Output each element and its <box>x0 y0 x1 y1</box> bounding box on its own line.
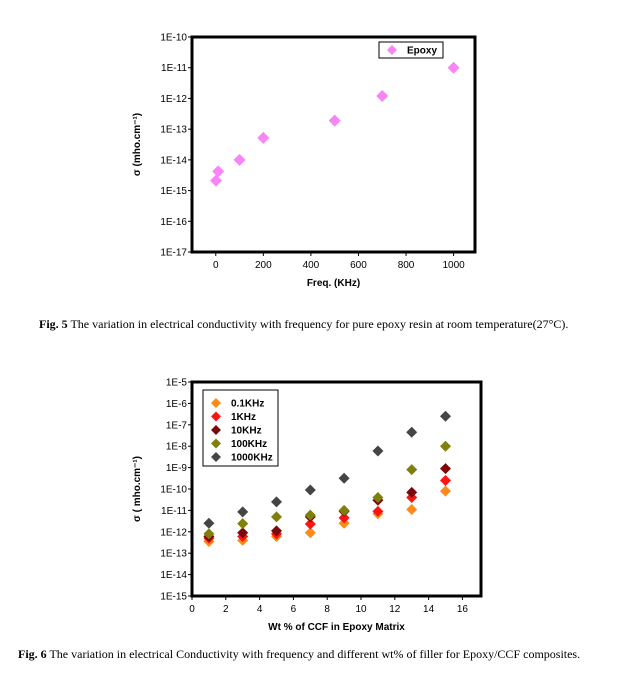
data-point <box>271 496 283 508</box>
data-point <box>406 464 418 476</box>
legend-marker <box>211 438 221 449</box>
x-tick-label: 6 <box>291 604 297 615</box>
y-tick-label: 1E-12 <box>160 94 187 105</box>
x-tick-label: 0 <box>213 260 219 271</box>
legend-box <box>378 41 444 59</box>
x-tick-label: 2 <box>223 604 229 615</box>
x-tick-label: 400 <box>303 260 320 271</box>
data-point <box>338 504 350 516</box>
y-tick-label: 1E-10 <box>160 33 187 44</box>
data-point <box>440 410 452 422</box>
data-point <box>210 174 223 187</box>
data-point <box>257 131 270 144</box>
data-point <box>406 486 418 498</box>
chart-1: 1E-17 1E-16 1E-15 1E-14 1E-13 1E-12 1E-11 1E-10… <box>132 33 477 289</box>
data-point <box>406 426 418 438</box>
y-tick-label: 1E-11 <box>161 63 187 74</box>
data-point <box>328 114 341 127</box>
data-point <box>212 165 225 178</box>
x-axis-label: Freq. (KHz) <box>307 278 360 289</box>
data-point <box>440 474 452 486</box>
data-point <box>376 89 389 102</box>
x-tick-label: 800 <box>398 260 415 271</box>
x-tick-label: 12 <box>389 604 401 615</box>
data-point <box>304 527 316 539</box>
caption-label: Fig. 5 <box>39 317 68 331</box>
data-point <box>271 511 283 523</box>
y-tick-label: 1E-5 <box>166 378 188 389</box>
legend-label: 0.1KHz <box>231 399 264 410</box>
legend-marker <box>387 45 397 55</box>
y-tick-label: 1E-15 <box>160 592 187 603</box>
y-tick-label: 1E-10 <box>160 485 187 496</box>
data-point <box>372 445 384 457</box>
data-point <box>372 492 384 504</box>
legend-marker <box>211 452 221 462</box>
data-point <box>233 153 246 166</box>
legend-label: 10KHz <box>231 426 262 437</box>
y-tick-label: 1E-12 <box>160 527 187 538</box>
data-point <box>406 504 418 516</box>
legend-label: 1KHz <box>231 412 256 423</box>
y-axis-label: σ ( mho.cm⁻¹) <box>132 456 143 522</box>
data-point <box>237 527 249 539</box>
data-point <box>304 484 316 496</box>
y-tick-label: 1E-16 <box>160 217 187 228</box>
data-point <box>271 525 283 537</box>
legend-label: Epoxy <box>407 46 437 57</box>
caption-label: Fig. 6 <box>18 647 47 661</box>
data-point <box>203 517 215 529</box>
x-tick-label: 4 <box>257 604 263 615</box>
x-tick-label: 0 <box>189 604 195 615</box>
data-point <box>304 518 316 530</box>
y-tick-label: 1E-17 <box>160 248 187 259</box>
legend-label: 1000KHz <box>231 453 273 464</box>
caption-text: The variation in electrical conductivity… <box>70 317 569 331</box>
y-tick-label: 1E-15 <box>160 186 187 197</box>
data-point <box>447 61 460 74</box>
x-axis-label: Wt % of CCF in Epoxy Matrix <box>268 622 405 633</box>
legend-marker <box>211 411 221 422</box>
y-axis-label: σ (mho.cm⁻¹) <box>132 113 143 176</box>
data-point <box>237 518 249 530</box>
x-tick-label: 14 <box>423 604 435 615</box>
figure-6-caption: Fig. 6 The variation in electrical Condu… <box>18 647 580 662</box>
legend-marker <box>211 425 221 435</box>
data-point <box>372 505 384 517</box>
figure-5-caption: Fig. 5 The variation in electrical condu… <box>39 317 568 332</box>
data-point <box>338 472 350 484</box>
y-tick-label: 1E-14 <box>160 570 187 581</box>
y-tick-label: 1E-6 <box>166 399 188 410</box>
data-point <box>304 509 316 521</box>
data-point <box>440 485 452 497</box>
y-tick-label: 1E-11 <box>161 506 187 517</box>
chart-2: 1E-15 1E-14 1E-13 1E-12 1E-11 1E-10 1E-9 1E-8 1E… <box>132 378 483 633</box>
x-tick-label: 10 <box>355 604 367 615</box>
x-tick-label: 600 <box>350 260 367 271</box>
caption-text: The variation in electrical Conductivity… <box>49 647 581 661</box>
y-tick-label: 1E-7 <box>166 420 188 431</box>
data-point <box>440 463 452 475</box>
y-tick-label: 1E-8 <box>166 442 188 453</box>
y-tick-label: 1E-9 <box>166 463 188 474</box>
legend-marker <box>211 398 221 408</box>
data-point <box>440 440 452 452</box>
data-point <box>237 506 249 518</box>
data-point <box>203 528 215 540</box>
y-tick-label: 1E-14 <box>160 155 187 166</box>
data-point <box>338 512 350 524</box>
x-tick-label: 1000 <box>442 260 465 271</box>
x-tick-label: 16 <box>457 604 469 615</box>
y-tick-label: 1E-13 <box>160 549 187 560</box>
legend-label: 100KHz <box>231 439 267 450</box>
x-tick-label: 8 <box>324 604 330 615</box>
plot-frame <box>190 35 477 254</box>
x-tick-label: 200 <box>255 260 272 271</box>
y-tick-label: 1E-13 <box>160 125 187 136</box>
